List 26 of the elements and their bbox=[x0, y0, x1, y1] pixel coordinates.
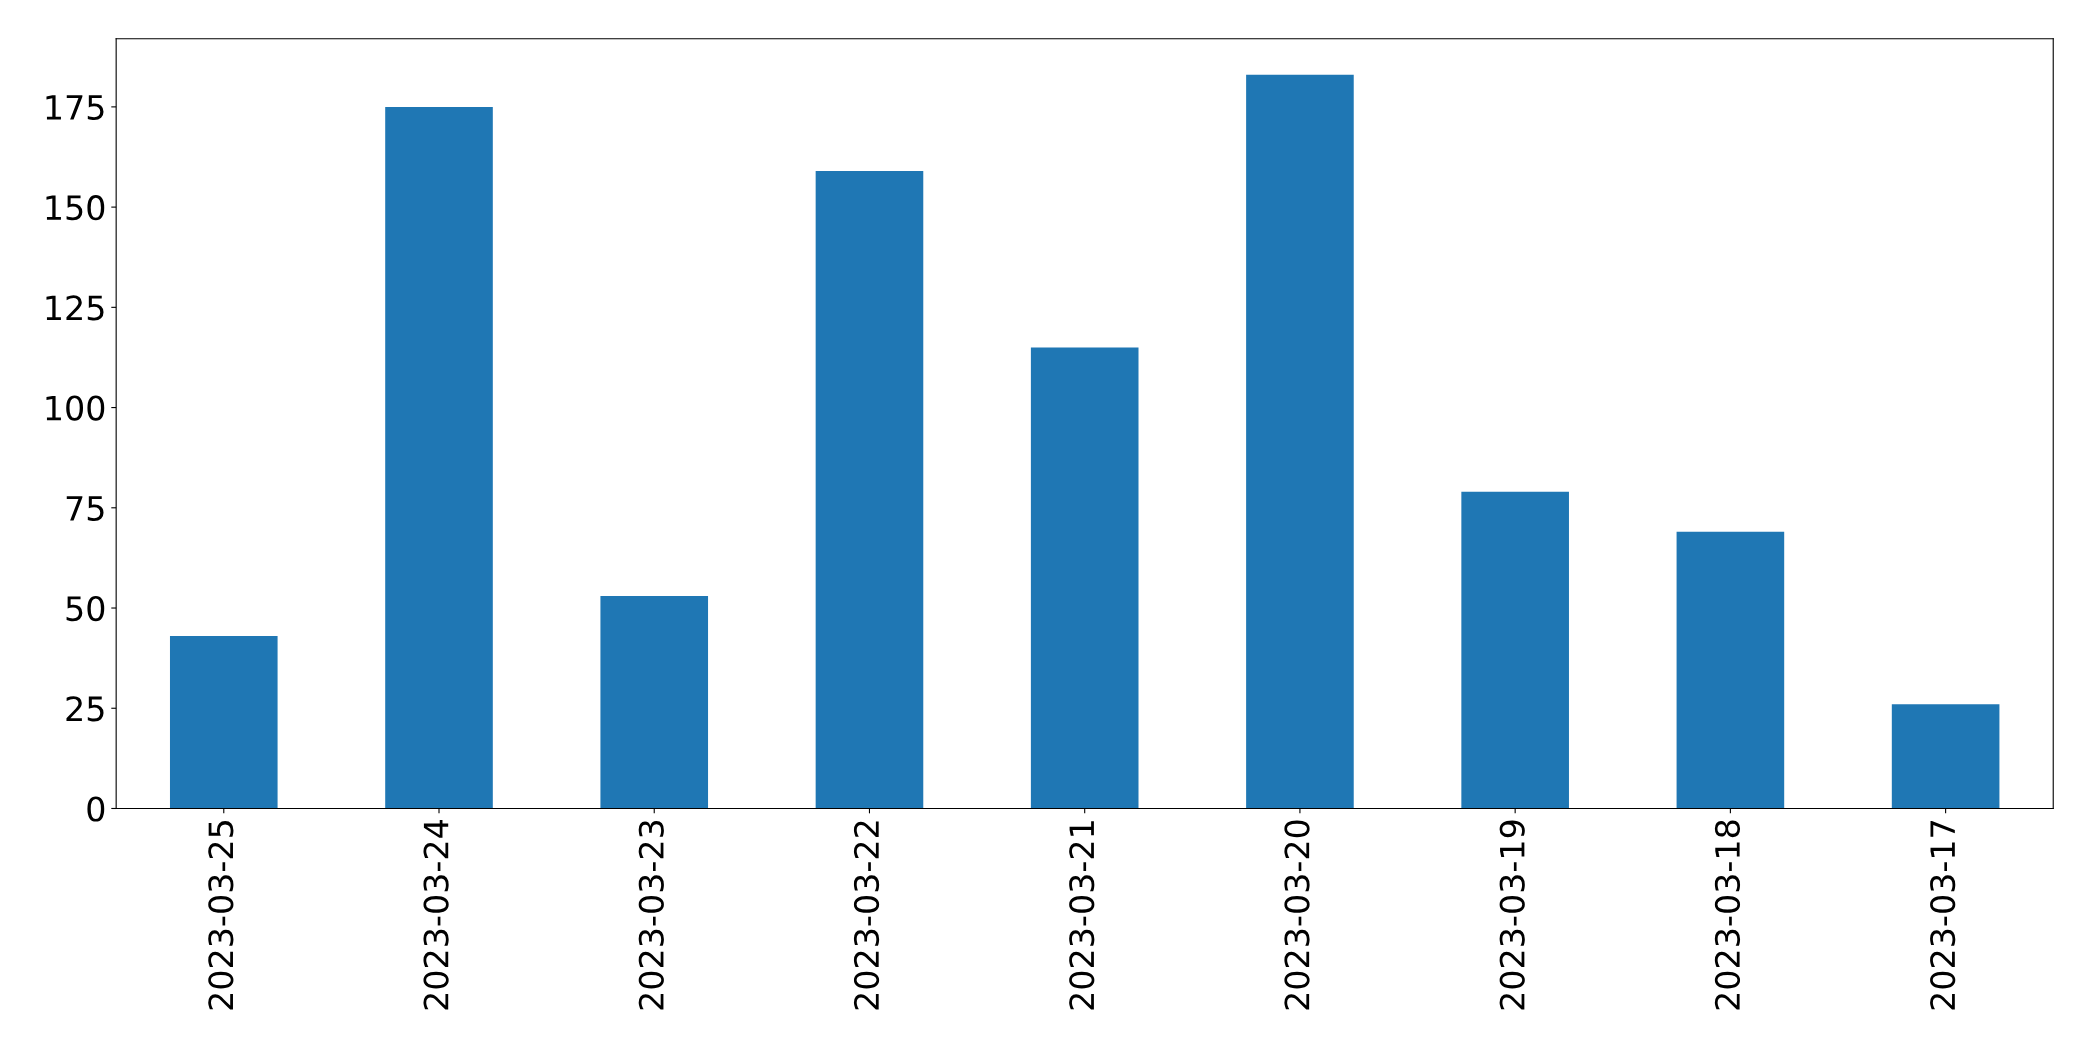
bar bbox=[385, 106, 493, 809]
x-tick-label: 2023-03-19 bbox=[1499, 820, 1525, 1010]
y-tick-label: 75 bbox=[66, 496, 104, 521]
x-tick-label: 2023-03-20 bbox=[1284, 820, 1310, 1010]
y-tick-label: 125 bbox=[46, 295, 104, 321]
bar bbox=[1030, 347, 1139, 809]
x-tick-label: 2023-03-22 bbox=[853, 821, 880, 1010]
y-tick-label: 50 bbox=[66, 595, 105, 622]
y-tick-label: 150 bbox=[46, 195, 105, 221]
x-tick-label: 2023-03-17 bbox=[1930, 821, 1956, 1010]
y-tick-label: 25 bbox=[66, 696, 104, 722]
x-tick-label: 2023-03-23 bbox=[638, 820, 664, 1010]
x-tick-label: 2023-03-24 bbox=[423, 820, 449, 1010]
bar bbox=[1676, 531, 1785, 809]
x-tick-label: 2023-03-25 bbox=[208, 821, 234, 1010]
x-tick-label: 2023-03-21 bbox=[1069, 821, 1095, 1010]
bar bbox=[815, 171, 924, 809]
bar bbox=[600, 596, 709, 809]
bar bbox=[1891, 704, 2000, 809]
x-tick-label: 2023-03-18 bbox=[1714, 820, 1741, 1010]
y-tick-label: 100 bbox=[46, 395, 105, 421]
bar bbox=[1461, 491, 1569, 809]
y-tick-label: 175 bbox=[46, 95, 104, 121]
bar bbox=[1246, 74, 1354, 809]
y-tick-label: 0 bbox=[87, 796, 105, 822]
bar bbox=[169, 636, 278, 809]
